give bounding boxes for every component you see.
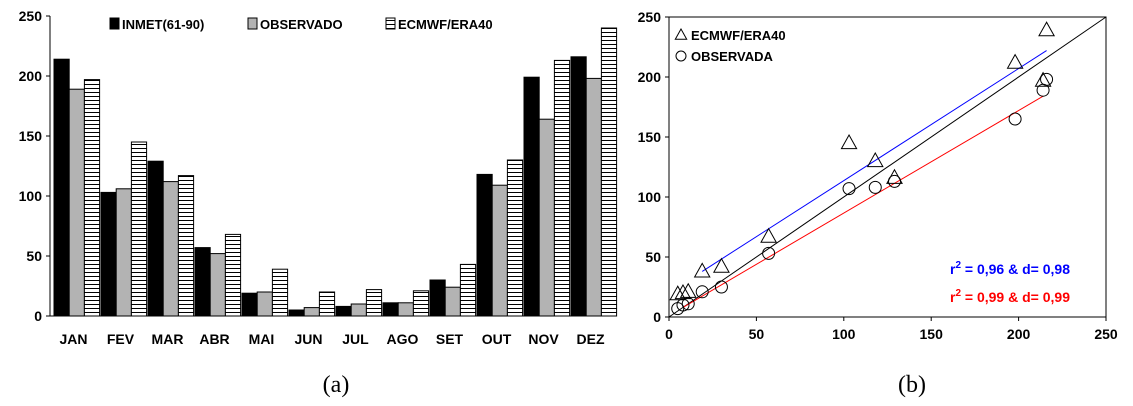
bar-ecmwf-era40-set (459, 263, 477, 317)
y-tick-label-a: 200 (19, 68, 43, 84)
x-tick-label-a: MAI (249, 331, 275, 347)
y-tick-label-a: 150 (19, 128, 43, 144)
bar-inmet-61-90--mar (147, 160, 164, 317)
bar-observado-jul (350, 303, 367, 317)
bar-inmet-61-90--nov (523, 76, 540, 317)
bar-ecmwf-era40-mar (177, 175, 195, 317)
legend-label-a: ECMWF/ERA40 (398, 17, 493, 32)
y-tick-label-a: 100 (19, 188, 43, 204)
legend-swatch-a (247, 17, 258, 30)
x-tick-label-a: NOV (528, 331, 559, 347)
x-tick-label-a: JAN (59, 331, 87, 347)
x-tick-label-a: FEV (107, 331, 135, 347)
bar-inmet-61-90--dez (570, 56, 587, 317)
y-tick-label-a: 0 (34, 308, 42, 324)
x-tick-label-a: SET (436, 331, 464, 347)
bar-observado-jan (68, 88, 85, 317)
bar-observado-nov (538, 118, 555, 317)
bar-inmet-61-90--out (476, 173, 493, 317)
bar-observado-dez (585, 77, 602, 317)
x-tick-label-a: OUT (482, 331, 512, 347)
x-tick-label-a: JUN (294, 331, 322, 347)
legend-label-a: INMET(61-90) (122, 17, 204, 32)
bar-ecmwf-era40-jul (365, 289, 383, 317)
bar-inmet-61-90--mai (241, 292, 258, 317)
bar-inmet-61-90--abr (194, 247, 211, 317)
x-tick-label-a: MAR (152, 331, 184, 347)
bar-inmet-61-90--jun (288, 309, 305, 317)
bar-ecmwf-era40-ago (412, 290, 430, 317)
bar-observado-out (491, 184, 508, 317)
bar-ecmwf-era40-nov (553, 59, 571, 317)
legend-swatch-a (385, 17, 396, 30)
bar-observado-abr (209, 253, 226, 317)
bar-ecmwf-era40-out (506, 159, 524, 317)
bar-inmet-61-90--fev (100, 191, 117, 317)
bar-observado-mar (162, 181, 179, 317)
bar-inmet-61-90--ago (382, 302, 399, 317)
legend-swatch-a (109, 17, 120, 30)
bar-observado-set (444, 286, 461, 317)
bar-inmet-61-90--set (429, 279, 446, 317)
y-tick-label-a: 250 (19, 8, 43, 24)
x-tick-label-a: ABR (199, 331, 229, 347)
bar-ecmwf-era40-jun (318, 291, 336, 317)
bar-observado-jun (303, 307, 320, 317)
bar-ecmwf-era40-dez (600, 27, 618, 317)
bar-inmet-61-90--jul (335, 305, 352, 317)
bar-observado-mai (256, 291, 273, 317)
x-tick-label-a: AGO (387, 331, 419, 347)
legend-label-a: OBSERVADO (260, 17, 343, 32)
bar-ecmwf-era40-jan (83, 79, 101, 317)
bar-observado-fev (115, 188, 132, 317)
bar-ecmwf-era40-mai (271, 268, 289, 317)
bar-inmet-61-90--jan (53, 58, 70, 317)
bar-ecmwf-era40-fev (130, 141, 148, 317)
x-tick-label-a: JUL (342, 331, 369, 347)
x-tick-label-a: DEZ (577, 331, 605, 347)
bar-observado-ago (397, 302, 414, 317)
bar-ecmwf-era40-abr (224, 233, 242, 317)
y-tick-label-a: 50 (26, 248, 42, 264)
caption-a: (a) (323, 372, 350, 398)
